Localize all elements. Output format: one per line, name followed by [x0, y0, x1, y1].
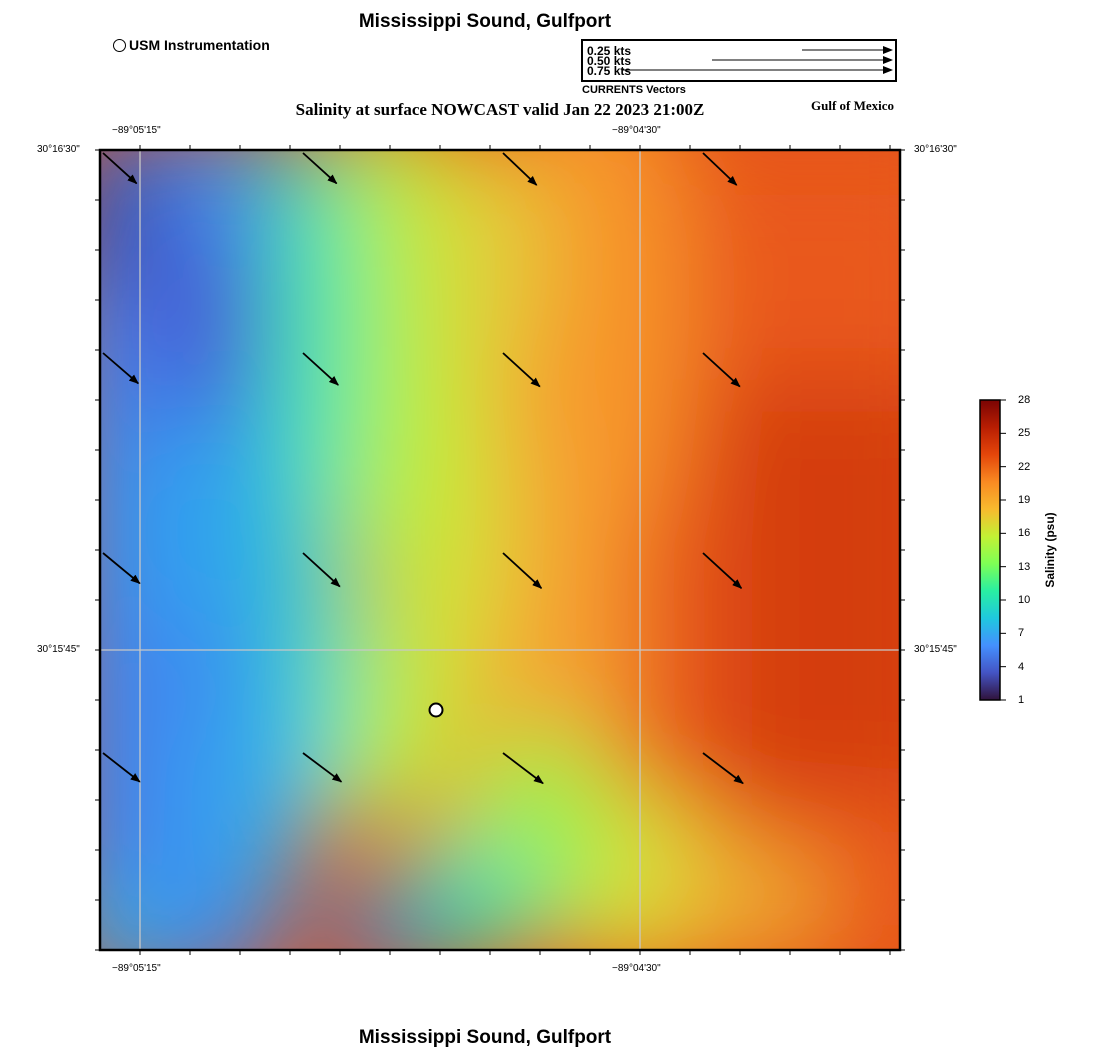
current-vector-arrow — [502, 152, 538, 186]
salinity-field — [100, 150, 900, 950]
current-vector-arrow — [702, 552, 743, 589]
current-vector-arrow — [102, 552, 141, 585]
vector-scale-arrows — [622, 46, 893, 74]
vector-scale-label-050: 0.50 kts — [587, 54, 632, 68]
current-vector-arrow — [102, 752, 141, 783]
colorbar-tick-label: 16 — [1018, 527, 1031, 539]
map-title: Mississippi Sound, Gulfport — [358, 11, 612, 32]
colorbar-tick-label: 13 — [1018, 561, 1031, 573]
lon-label-bottom-1: −89°05'15" — [112, 963, 161, 974]
current-vector-arrow — [502, 552, 543, 589]
map-subtitle: Salinity at surface NOWCAST valid Jan 22… — [295, 100, 705, 119]
current-vector-arrow — [702, 152, 738, 186]
station-marker-icon — [113, 38, 126, 52]
lat-label-left-1: 30°16'30" — [37, 144, 80, 155]
colorbar-tick-label: 19 — [1018, 494, 1031, 506]
colorbar-tick-label: 10 — [1018, 594, 1031, 606]
current-vector-arrow — [102, 352, 139, 385]
station-legend: USM Instrumentation — [113, 37, 270, 53]
current-vector-arrow — [302, 152, 338, 185]
lon-label-top-1: −89°05'15" — [112, 125, 161, 136]
colorbar-tick-label: 22 — [1018, 461, 1031, 473]
current-vector-arrow — [302, 552, 341, 588]
graticule — [100, 150, 900, 950]
frame-ticks — [95, 145, 905, 955]
vector-scale-label-075: 0.75 kts — [587, 64, 632, 78]
colorbar-tick-label: 4 — [1018, 661, 1025, 673]
colorbar-title: Salinity (psu) — [1043, 512, 1057, 588]
current-vector-arrow — [502, 752, 544, 785]
colorbar-tick-label: 7 — [1018, 627, 1025, 639]
lon-label-top-2: −89°04'30" — [612, 125, 661, 136]
lat-label-left-2: 30°15'45" — [37, 644, 80, 655]
colorbar-tick-label: 1 — [1018, 694, 1025, 706]
colorbar-ticks — [1000, 399, 1006, 701]
station-legend-label: USM Instrumentation — [129, 37, 270, 53]
map-footer-title: Mississippi Sound, Gulfport — [358, 1027, 612, 1048]
current-vector-arrow — [502, 352, 541, 388]
lon-label-bottom-2: −89°04'30" — [612, 963, 661, 974]
vector-scale-label-025: 0.25 kts — [587, 44, 632, 58]
colorbar-tick-label: 28 — [1018, 394, 1031, 406]
lat-label-right-1: 30°16'30" — [914, 144, 957, 155]
colorbar — [979, 399, 1001, 701]
current-vectors — [102, 152, 744, 785]
current-vector-arrow — [702, 352, 741, 388]
region-label: Gulf of Mexico — [811, 98, 895, 113]
station-marker[interactable] — [428, 702, 444, 718]
current-vector-arrow — [702, 752, 744, 785]
lat-label-right-2: 30°15'45" — [914, 644, 957, 655]
current-vector-arrow — [302, 352, 339, 386]
current-vector-arrow — [302, 752, 343, 783]
current-vector-arrow — [102, 152, 138, 185]
colorbar-tick-label: 25 — [1018, 427, 1031, 439]
vector-caption: CURRENTS Vectors — [582, 84, 686, 96]
